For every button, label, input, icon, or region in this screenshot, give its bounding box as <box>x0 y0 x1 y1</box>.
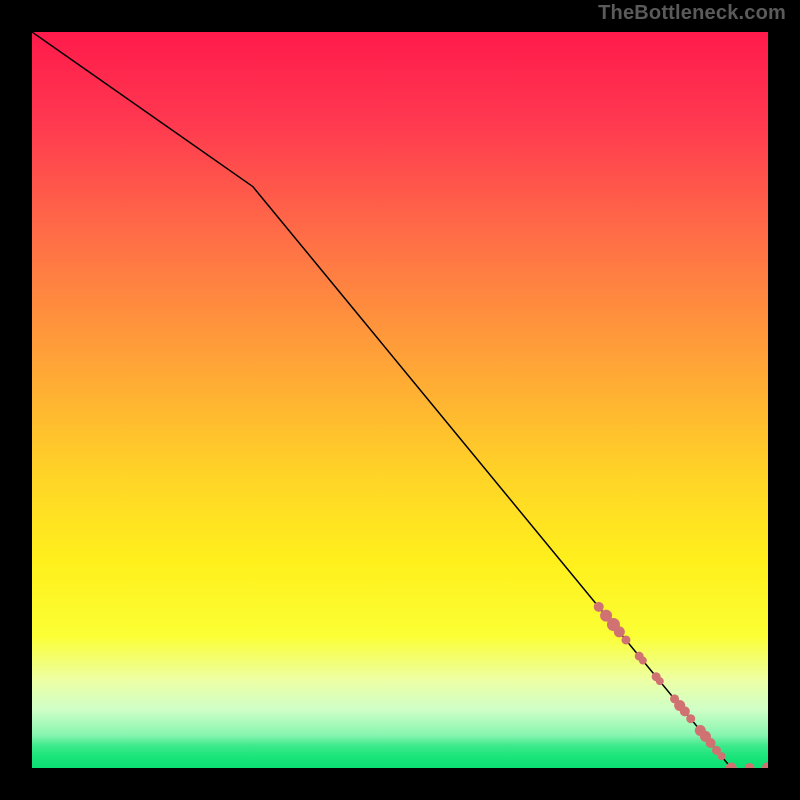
scatter-point <box>621 635 630 644</box>
scatter-point <box>686 714 695 723</box>
chart-svg <box>32 32 768 768</box>
scatter-point <box>639 657 647 665</box>
scatter-point <box>656 677 664 685</box>
watermark-text: TheBottleneck.com <box>598 2 786 25</box>
scatter-point <box>614 626 625 637</box>
scatter-point <box>718 752 726 760</box>
scatter-point <box>594 602 604 612</box>
scatter-point <box>706 738 716 748</box>
plot-area <box>32 32 768 768</box>
gradient-background <box>32 32 768 768</box>
scatter-point <box>680 706 690 716</box>
